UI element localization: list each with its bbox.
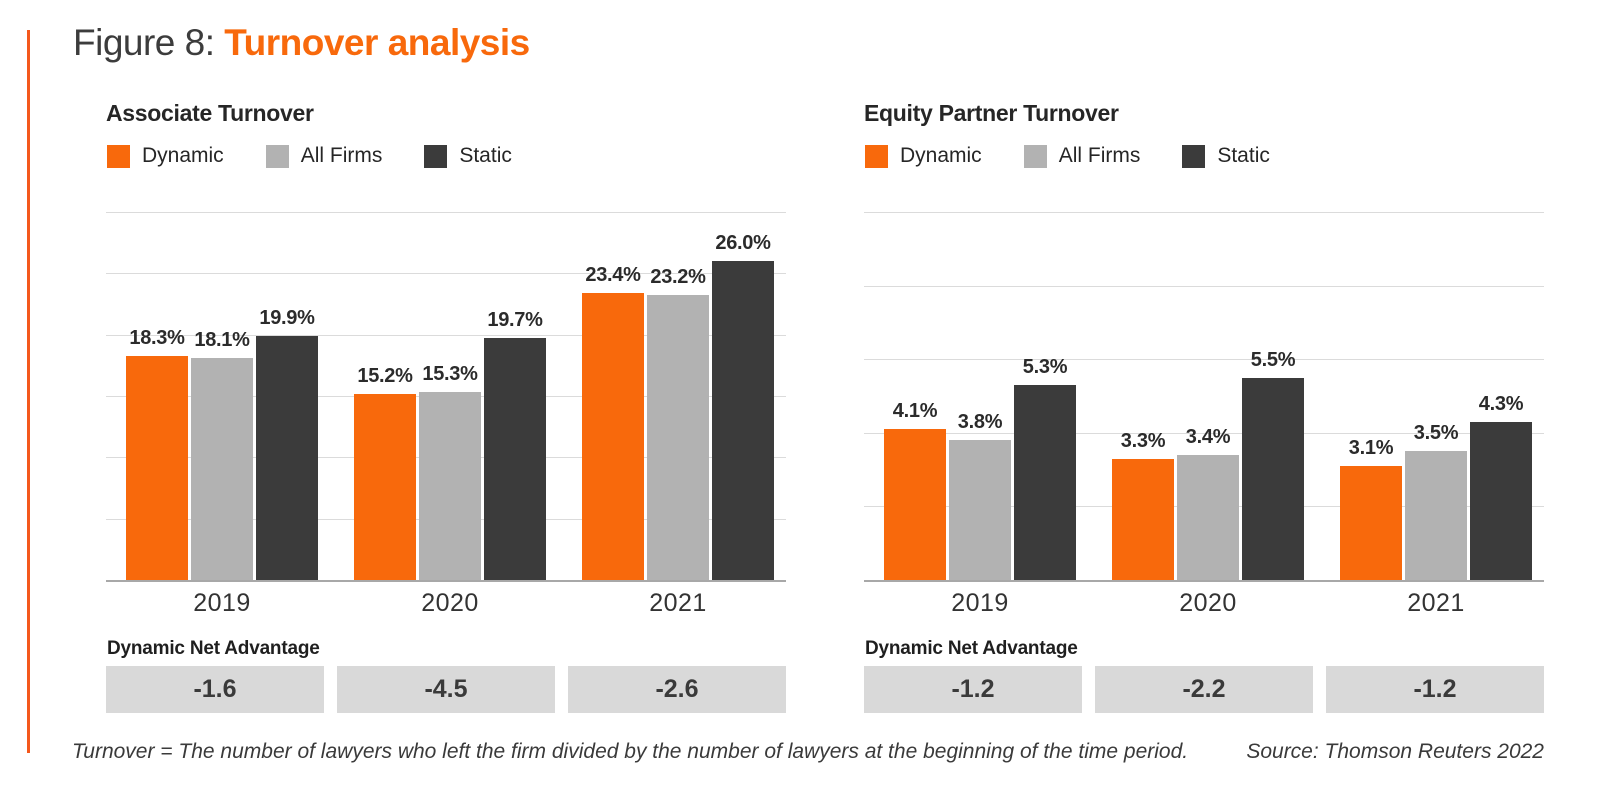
bar-value-label: 3.5% xyxy=(1413,422,1459,444)
source-credit: Source: Thomson Reuters 2022 xyxy=(1246,740,1544,763)
bar-value-label: 23.4% xyxy=(585,264,641,286)
plot-area: 18.3% 18.1% 19.9% 15.2% 15.3% 19.7% 23.4% 23.2%… xyxy=(106,212,786,582)
bar-value-label: 18.1% xyxy=(194,329,250,351)
gridline xyxy=(106,335,786,336)
net-advantage-cell: -4.5 xyxy=(337,666,555,713)
legend-label-dynamic: Dynamic xyxy=(142,144,224,167)
bar-all-firms xyxy=(949,440,1011,580)
legend: Dynamic All Firms Static xyxy=(865,144,1312,168)
year-label: 2020 xyxy=(421,589,479,617)
legend-label-all-firms: All Firms xyxy=(1058,144,1141,167)
bar-value-label: 5.5% xyxy=(1250,349,1296,371)
bar-dynamic xyxy=(884,429,946,580)
bar-all-firms xyxy=(647,295,709,580)
accent-line xyxy=(27,30,30,753)
legend-swatch-all-firms xyxy=(265,144,289,168)
legend-swatch-static xyxy=(1182,144,1206,168)
chart-title: Equity Partner Turnover xyxy=(864,100,1119,126)
year-label: 2021 xyxy=(649,589,707,617)
gridline xyxy=(864,212,1544,213)
bar-value-label: 3.8% xyxy=(957,411,1003,433)
footnote: Turnover = The number of lawyers who lef… xyxy=(72,740,1189,763)
bar-static xyxy=(484,338,546,580)
legend-label-static: Static xyxy=(1217,144,1270,167)
associate-turnover-panel: Associate Turnover Dynamic All Firms Stati… xyxy=(106,100,786,740)
bar-value-label: 19.9% xyxy=(259,307,315,329)
bar-dynamic xyxy=(126,356,188,580)
net-advantage-cell: -2.6 xyxy=(568,666,786,713)
bar-static xyxy=(1242,378,1304,580)
gridline xyxy=(864,286,1544,287)
bar-value-label: 3.3% xyxy=(1120,430,1166,452)
bar-dynamic xyxy=(582,293,644,580)
bar-all-firms xyxy=(191,358,253,580)
bar-value-label: 26.0% xyxy=(715,232,771,254)
bar-dynamic xyxy=(354,394,416,580)
net-advantage-label: Dynamic Net Advantage xyxy=(107,638,320,659)
plot-area: 4.1% 3.8% 5.3% 3.3% 3.4% 5.5% 3.1% 3.5% 4.3% xyxy=(864,212,1544,582)
legend-swatch-static xyxy=(424,144,448,168)
year-label: 2021 xyxy=(1407,589,1465,617)
bar-value-label: 3.4% xyxy=(1185,426,1231,448)
bar-value-label: 18.3% xyxy=(129,327,185,349)
bar-value-label: 19.7% xyxy=(487,309,543,331)
gridline xyxy=(106,212,786,213)
net-advantage-cell: -1.6 xyxy=(106,666,324,713)
year-label: 2019 xyxy=(193,589,251,617)
bar-value-label: 5.3% xyxy=(1022,356,1068,378)
bar-value-label: 4.3% xyxy=(1478,393,1524,415)
figure-title-emphasis: Turnover analysis xyxy=(224,22,530,63)
figure-title-prefix: Figure 8: xyxy=(73,22,215,63)
equity-partner-turnover-panel: Equity Partner Turnover Dynamic All Firms… xyxy=(864,100,1544,740)
gridline xyxy=(864,359,1544,360)
bar-value-label: 4.1% xyxy=(892,400,938,422)
gridline xyxy=(106,273,786,274)
net-advantage-label: Dynamic Net Advantage xyxy=(865,638,1078,659)
net-advantage-cell: -1.2 xyxy=(1326,666,1544,713)
bar-all-firms xyxy=(1177,455,1239,580)
legend-swatch-all-firms xyxy=(1023,144,1047,168)
bar-static xyxy=(1014,385,1076,580)
figure-title: Figure 8: Turnover analysis xyxy=(73,22,530,64)
legend-swatch-dynamic xyxy=(865,144,888,168)
year-label: 2019 xyxy=(951,589,1009,617)
bar-static xyxy=(712,261,774,580)
legend: Dynamic All Firms Static xyxy=(107,144,554,168)
bar-static xyxy=(1470,422,1532,580)
chart-title: Associate Turnover xyxy=(106,100,314,126)
bar-dynamic xyxy=(1340,466,1402,580)
bar-static xyxy=(256,336,318,580)
legend-swatch-dynamic xyxy=(107,144,130,168)
bar-value-label: 15.2% xyxy=(357,365,413,387)
bar-value-label: 15.3% xyxy=(422,363,478,385)
legend-label-static: Static xyxy=(459,144,512,167)
gridline xyxy=(864,433,1544,434)
bar-all-firms xyxy=(1405,451,1467,580)
bar-value-label: 3.1% xyxy=(1348,437,1394,459)
bar-value-label: 23.2% xyxy=(650,266,706,288)
bar-all-firms xyxy=(419,392,481,580)
legend-label-dynamic: Dynamic xyxy=(900,144,982,167)
year-label: 2020 xyxy=(1179,589,1237,617)
bar-dynamic xyxy=(1112,459,1174,580)
net-advantage-cell: -2.2 xyxy=(1095,666,1313,713)
net-advantage-cell: -1.2 xyxy=(864,666,1082,713)
legend-label-all-firms: All Firms xyxy=(300,144,383,167)
